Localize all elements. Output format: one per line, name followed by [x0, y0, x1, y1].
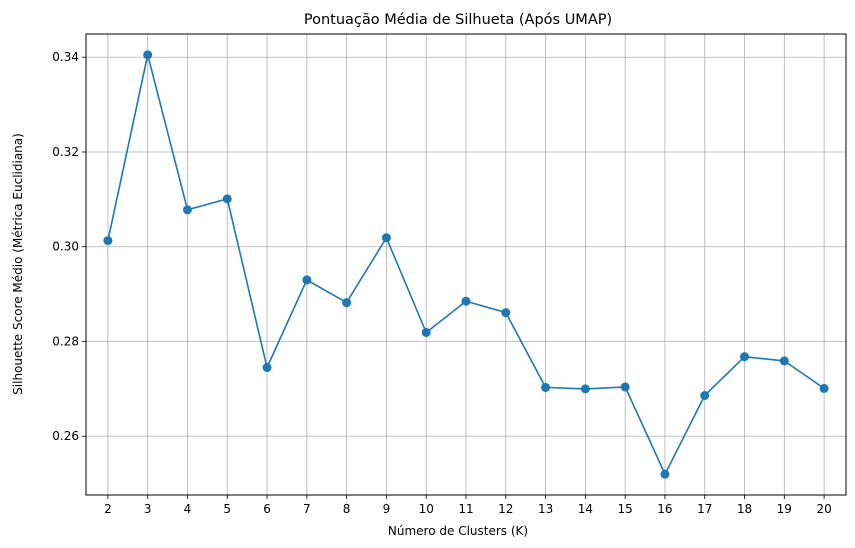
data-point: [541, 382, 551, 392]
series-group: [103, 50, 829, 479]
data-point: [740, 352, 750, 362]
data-point: [262, 363, 272, 373]
y-tick-label: 0.26: [52, 429, 79, 443]
x-tick-label: 19: [777, 502, 792, 516]
y-tick-label: 0.30: [52, 240, 79, 254]
x-axis-ticks: 2 3 4 5 6 7 8 9 10 11 12 13 14 15 16 17 18 19 20: [104, 495, 832, 516]
x-axis-label: Número de Clusters (K): [388, 524, 528, 538]
x-tick-label: 17: [697, 502, 712, 516]
data-point: [779, 356, 789, 366]
x-tick-label: 12: [498, 502, 513, 516]
data-point: [342, 298, 352, 308]
x-tick-label: 6: [263, 502, 271, 516]
data-point: [103, 236, 113, 246]
data-point: [302, 275, 312, 285]
plot-frame: [85, 33, 847, 496]
y-tick-label: 0.28: [52, 334, 79, 348]
chart-title: Pontuação Média de Silhueta (Após UMAP): [304, 12, 612, 28]
x-tick-label: 7: [303, 502, 311, 516]
data-point: [580, 384, 590, 394]
x-tick-label: 20: [816, 502, 831, 516]
grid: [86, 34, 846, 495]
x-tick-label: 4: [184, 502, 192, 516]
x-tick-label: 8: [343, 502, 351, 516]
data-point: [222, 194, 232, 204]
x-tick-label: 13: [538, 502, 553, 516]
data-point: [660, 469, 670, 479]
data-point: [421, 327, 431, 337]
x-tick-label: 11: [458, 502, 473, 516]
y-tick-label: 0.32: [52, 145, 79, 159]
x-tick-label: 18: [737, 502, 752, 516]
x-tick-label: 9: [383, 502, 391, 516]
y-tick-label: 0.34: [52, 50, 79, 64]
data-point: [819, 383, 829, 393]
data-point: [143, 50, 153, 60]
data-point: [461, 296, 471, 306]
x-tick-label: 14: [578, 502, 593, 516]
data-point: [182, 205, 192, 215]
data-point: [620, 382, 630, 392]
x-tick-label: 10: [419, 502, 434, 516]
x-tick-label: 2: [104, 502, 112, 516]
data-point: [700, 391, 710, 401]
x-tick-label: 5: [223, 502, 231, 516]
x-tick-label: 16: [657, 502, 672, 516]
y-axis-ticks: 0.26 0.28 0.30 0.32 0.34: [52, 50, 86, 443]
x-tick-label: 15: [618, 502, 633, 516]
data-point: [501, 308, 511, 318]
x-tick-label: 3: [144, 502, 152, 516]
y-axis-label: Silhouette Score Médio (Métrica Euclidia…: [11, 133, 25, 395]
data-point: [381, 233, 391, 243]
